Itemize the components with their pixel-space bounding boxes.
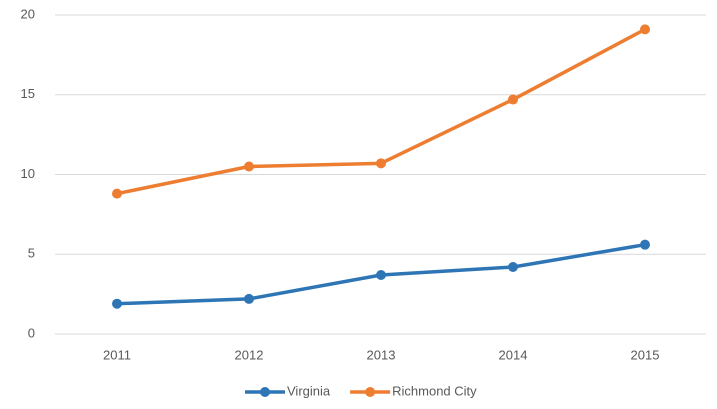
point: [244, 293, 254, 304]
legend-label: Virginia: [287, 383, 331, 398]
point: [508, 94, 518, 105]
point: [244, 161, 254, 172]
x-tick-label: 2015: [631, 347, 660, 362]
y-tick-label: 10: [21, 166, 35, 181]
point: [376, 269, 386, 280]
y-tick-label: 5: [28, 246, 35, 261]
point: [376, 158, 386, 169]
x-tick-label: 2014: [499, 347, 528, 362]
legend-marker: [365, 387, 376, 397]
y-tick-label: 0: [28, 325, 35, 340]
x-tick-label: 2012: [235, 347, 264, 362]
x-tick-label: 2011: [103, 347, 131, 362]
point: [640, 239, 650, 250]
legend-marker: [260, 387, 270, 397]
point: [112, 188, 122, 199]
point: [640, 24, 650, 35]
point: [508, 262, 518, 273]
x-tick-label: 2013: [367, 347, 396, 362]
point: [112, 298, 122, 309]
legend-label: Richmond City: [392, 383, 477, 398]
series-line: [116, 27, 646, 196]
y-tick-label: 20: [21, 6, 35, 21]
y-tick-label: 15: [21, 86, 35, 101]
